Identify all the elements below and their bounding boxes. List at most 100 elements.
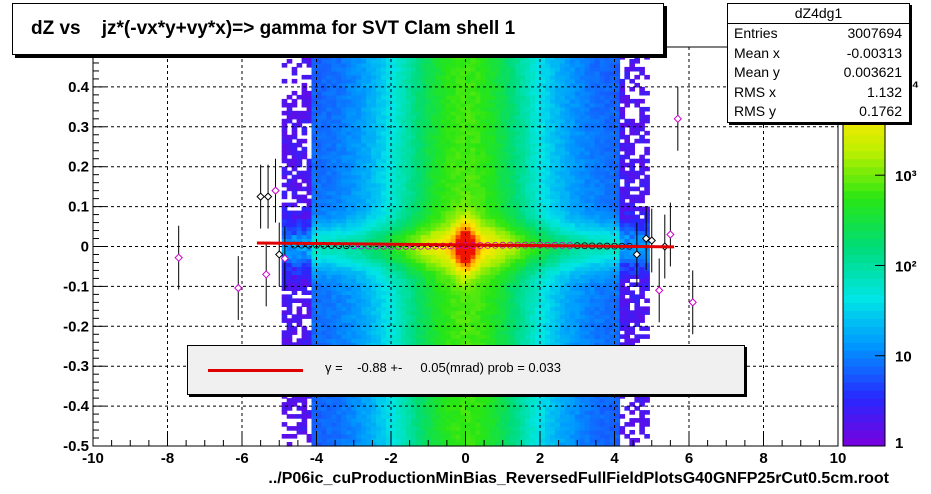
heatmap-cell bbox=[475, 334, 481, 339]
heatmap-cell bbox=[391, 326, 397, 331]
heatmap-cell bbox=[381, 115, 387, 120]
heatmap-cell bbox=[406, 95, 412, 100]
heatmap-cell bbox=[356, 99, 362, 104]
heatmap-cell bbox=[446, 286, 452, 291]
heatmap-cell bbox=[391, 119, 397, 124]
heatmap-cell bbox=[322, 131, 328, 136]
heatmap-cell bbox=[441, 215, 447, 220]
heatmap-cell bbox=[406, 207, 412, 212]
heatmap-cell bbox=[331, 211, 337, 216]
heatmap-cell bbox=[322, 314, 328, 319]
heatmap-cell bbox=[391, 171, 397, 176]
heatmap-cell bbox=[505, 223, 511, 228]
heatmap-cell bbox=[406, 55, 412, 60]
heatmap-cell bbox=[520, 87, 526, 92]
heatmap-cell bbox=[381, 223, 387, 228]
heatmap-cell bbox=[351, 179, 357, 184]
heatmap-cell bbox=[297, 318, 303, 323]
heatmap-cell bbox=[322, 286, 328, 291]
heatmap-cell bbox=[396, 338, 402, 343]
heatmap-cell bbox=[366, 255, 372, 260]
heatmap-cell bbox=[436, 119, 442, 124]
heatmap-cell bbox=[426, 326, 432, 331]
heatmap-cell bbox=[530, 167, 536, 172]
heatmap-cell bbox=[411, 175, 417, 180]
heatmap-cell bbox=[331, 143, 337, 148]
heatmap-cell bbox=[282, 330, 288, 335]
heatmap-cell bbox=[356, 59, 362, 64]
heatmap-cell bbox=[366, 434, 372, 439]
heatmap-cell bbox=[381, 215, 387, 220]
heatmap-cell bbox=[331, 286, 337, 291]
heatmap-cell bbox=[326, 318, 332, 323]
heatmap-cell bbox=[336, 334, 342, 339]
heatmap-cell bbox=[307, 215, 313, 220]
heatmap-cell bbox=[356, 298, 362, 303]
heatmap-cell bbox=[490, 91, 496, 96]
heatmap-cell bbox=[307, 235, 313, 240]
heatmap-cell bbox=[341, 298, 347, 303]
heatmap-cell bbox=[495, 167, 501, 172]
heatmap-cell bbox=[351, 278, 357, 283]
heatmap-cell bbox=[366, 91, 372, 96]
heatmap-cell bbox=[466, 334, 472, 339]
heatmap-cell bbox=[391, 410, 397, 415]
heatmap-cell bbox=[356, 235, 362, 240]
heatmap-cell bbox=[520, 255, 526, 260]
heatmap-cell bbox=[510, 434, 516, 439]
heatmap-cell bbox=[361, 191, 367, 196]
heatmap-cell bbox=[515, 426, 521, 431]
heatmap-cell bbox=[336, 143, 342, 148]
heatmap-cell bbox=[371, 115, 377, 120]
heatmap-cell bbox=[292, 219, 298, 224]
heatmap-cell bbox=[485, 410, 491, 415]
heatmap-cell bbox=[356, 155, 362, 160]
heatmap-cell bbox=[475, 294, 481, 299]
heatmap-cell bbox=[426, 191, 432, 196]
heatmap-cell bbox=[500, 219, 506, 224]
heatmap-cell bbox=[416, 107, 422, 112]
heatmap-cell bbox=[287, 251, 293, 256]
heatmap-cell bbox=[391, 330, 397, 335]
heatmap-cell bbox=[466, 107, 472, 112]
heatmap-cell bbox=[346, 215, 352, 220]
heatmap-cell bbox=[336, 406, 342, 411]
heatmap-cell bbox=[356, 79, 362, 84]
heatmap-cell bbox=[421, 207, 427, 212]
heatmap-cell bbox=[426, 55, 432, 60]
heatmap-cell bbox=[341, 330, 347, 335]
heatmap-cell bbox=[331, 314, 337, 319]
heatmap-cell bbox=[371, 139, 377, 144]
heatmap-cell bbox=[282, 338, 288, 343]
heatmap-cell bbox=[515, 259, 521, 264]
heatmap-cell bbox=[515, 223, 521, 228]
heatmap-cell bbox=[292, 426, 298, 431]
heatmap-cell bbox=[361, 223, 367, 228]
heatmap-cell bbox=[376, 298, 382, 303]
heatmap-cell bbox=[510, 251, 516, 256]
heatmap-cell bbox=[480, 147, 486, 152]
heatmap-cell bbox=[495, 278, 501, 283]
heatmap-cell bbox=[331, 255, 337, 260]
heatmap-cell bbox=[361, 438, 367, 443]
heatmap-cell bbox=[346, 223, 352, 228]
heatmap-cell bbox=[520, 434, 526, 439]
heatmap-cell bbox=[346, 175, 352, 180]
heatmap-cell bbox=[485, 398, 491, 403]
heatmap-cell bbox=[431, 59, 437, 64]
heatmap-cell bbox=[351, 302, 357, 307]
heatmap-cell bbox=[376, 338, 382, 343]
heatmap-cell bbox=[485, 155, 491, 160]
heatmap-cell bbox=[451, 422, 457, 427]
heatmap-cell bbox=[525, 171, 531, 176]
heatmap-cell bbox=[525, 410, 531, 415]
heatmap-cell bbox=[431, 239, 437, 244]
heatmap-cell bbox=[490, 422, 496, 427]
heatmap-cell bbox=[515, 75, 521, 80]
heatmap-cell bbox=[475, 426, 481, 431]
heatmap-cell bbox=[341, 306, 347, 311]
heatmap-cell bbox=[376, 406, 382, 411]
heatmap-cell bbox=[475, 119, 481, 124]
heatmap-cell bbox=[307, 410, 313, 415]
heatmap-cell bbox=[351, 71, 357, 76]
